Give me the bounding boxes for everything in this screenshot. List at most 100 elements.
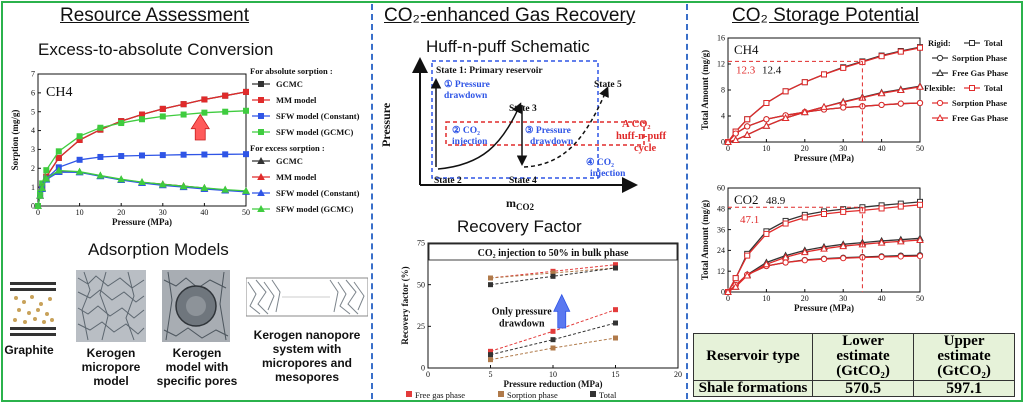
y-axis-label: Total Amount (mg/g) bbox=[700, 50, 710, 130]
data-point bbox=[763, 230, 770, 237]
gas-label: CH4 bbox=[734, 42, 759, 57]
table-cell: Shale formations bbox=[693, 379, 813, 398]
legend-label: Total bbox=[984, 38, 1003, 48]
state-2-label: State 2 bbox=[434, 176, 462, 186]
series-free-gas-phase bbox=[724, 235, 924, 295]
step-3-line-1: ③ Pressure bbox=[525, 125, 571, 136]
data-point bbox=[916, 253, 924, 260]
annotation-value: 12.4 bbox=[762, 64, 782, 76]
legend-marker bbox=[969, 40, 975, 46]
data-point bbox=[763, 100, 770, 106]
data-point bbox=[138, 178, 146, 186]
y-axis-label: Recovery factor (%) bbox=[400, 266, 410, 344]
y-tick-label: 3 bbox=[31, 145, 35, 154]
cycle-line-3: cycle bbox=[634, 143, 656, 154]
data-point bbox=[201, 151, 208, 158]
series-line bbox=[490, 337, 616, 361]
increase-arrow bbox=[553, 293, 571, 329]
data-point bbox=[243, 107, 249, 114]
legend-label: SFW model (GCMC) bbox=[276, 204, 353, 214]
y-axis-label: Sorption (mg/g) bbox=[10, 110, 20, 171]
state-5-label: State 5 bbox=[594, 80, 622, 90]
x-tick-label: 30 bbox=[839, 144, 847, 153]
legend-label: Sorption Phase bbox=[952, 98, 1007, 108]
legend: For absolute sorption : GCMC MM model SFW m… bbox=[250, 66, 360, 214]
cycle-line-1: A CO₂ bbox=[622, 119, 651, 130]
legend-marker bbox=[936, 113, 944, 121]
sorption-chart: 0 10 20 30 40 50 0 1 2 3 4 5 6 7 Pressure (MPa) Sorptio… bbox=[10, 66, 360, 227]
legend-label: SFW model (Constant) bbox=[276, 188, 360, 198]
panel-separator-right bbox=[686, 4, 688, 399]
data-point bbox=[139, 152, 145, 159]
data-point bbox=[762, 121, 771, 129]
x-tick-label: 10 bbox=[76, 208, 84, 217]
data-point bbox=[820, 255, 828, 263]
state-3-label: State 3 bbox=[509, 104, 537, 114]
y-tick-label: 1 bbox=[31, 183, 35, 192]
data-point bbox=[897, 48, 904, 55]
data-point bbox=[762, 260, 771, 268]
table-row: Shale formations 570.5 597.1 bbox=[693, 379, 1015, 398]
data-point bbox=[916, 235, 924, 243]
x-tick-label: 40 bbox=[878, 294, 886, 303]
series-sfw-model-gcmc- bbox=[34, 166, 250, 209]
data-point bbox=[878, 253, 885, 261]
data-point bbox=[840, 104, 847, 111]
graphite-image bbox=[10, 282, 56, 336]
data-point bbox=[801, 79, 808, 86]
data-point bbox=[550, 337, 556, 343]
data-point bbox=[118, 120, 125, 127]
data-point bbox=[550, 328, 556, 334]
kerogen-micropore-label: Kerogen micropore model bbox=[81, 346, 141, 388]
step-2-line-1: ② CO₂ bbox=[452, 125, 480, 136]
kerogen-specific-pores-label: Kerogen model with specific pores bbox=[156, 346, 238, 388]
series-free-gas-phase bbox=[724, 82, 924, 145]
recovery-factor-chart: 0 5 10 15 20 0 25 50 75 Pressure reduction (MPa) R… bbox=[400, 239, 682, 400]
data-point bbox=[201, 109, 208, 116]
schematic-y-label: Pressure bbox=[379, 102, 393, 147]
legend-label: Total bbox=[599, 390, 617, 400]
legend-marker bbox=[258, 129, 264, 135]
data-point bbox=[613, 307, 618, 313]
kerogen-specific-pores-image bbox=[162, 270, 230, 342]
data-point bbox=[800, 248, 809, 256]
ch4-storage-chart: 0 10 20 30 40 50 0 4 8 12 16 Pressure (MPa) Total Am… bbox=[700, 34, 1008, 163]
legend-marker bbox=[969, 85, 975, 91]
series-line bbox=[727, 204, 921, 293]
legend-marker bbox=[257, 204, 265, 212]
legend-label: Sorption Phase bbox=[952, 53, 1007, 63]
data-point bbox=[43, 167, 50, 174]
schematic-x-label: mCO2 bbox=[506, 196, 535, 212]
data-point bbox=[201, 96, 208, 103]
data-point bbox=[243, 151, 249, 158]
step-4-line-2: injection bbox=[590, 169, 626, 179]
data-point bbox=[916, 82, 924, 90]
data-point bbox=[222, 92, 229, 99]
data-point bbox=[200, 183, 209, 191]
data-point bbox=[36, 191, 44, 199]
data-point bbox=[878, 205, 885, 212]
x-tick-label: 20 bbox=[801, 144, 809, 153]
legend-label: Free gas phase bbox=[415, 390, 465, 400]
data-point bbox=[801, 257, 808, 264]
legend-label: Sorption phase bbox=[507, 390, 558, 400]
gas-label: CH4 bbox=[46, 85, 72, 100]
huff-n-puff-title: Huff-n-puff Schematic bbox=[426, 37, 590, 56]
y-axis-label: Total Amount (mg/g) bbox=[700, 200, 710, 280]
table-header-cell: Reservoir type bbox=[693, 333, 813, 381]
y-tick-label: 2 bbox=[31, 164, 35, 173]
y-tick-label: 48 bbox=[717, 204, 725, 213]
data-point bbox=[243, 88, 249, 95]
recovery-factor-title: Recovery Factor bbox=[457, 217, 582, 236]
data-point bbox=[488, 357, 493, 363]
data-point bbox=[917, 44, 923, 51]
data-point bbox=[820, 102, 828, 110]
series-total bbox=[488, 265, 618, 358]
legend-marker bbox=[936, 54, 944, 62]
x-tick-label: 0 bbox=[36, 208, 40, 217]
data-point bbox=[97, 153, 104, 160]
legend-marker bbox=[590, 391, 596, 397]
x-tick-label: 10 bbox=[762, 294, 770, 303]
data-point bbox=[732, 275, 739, 282]
